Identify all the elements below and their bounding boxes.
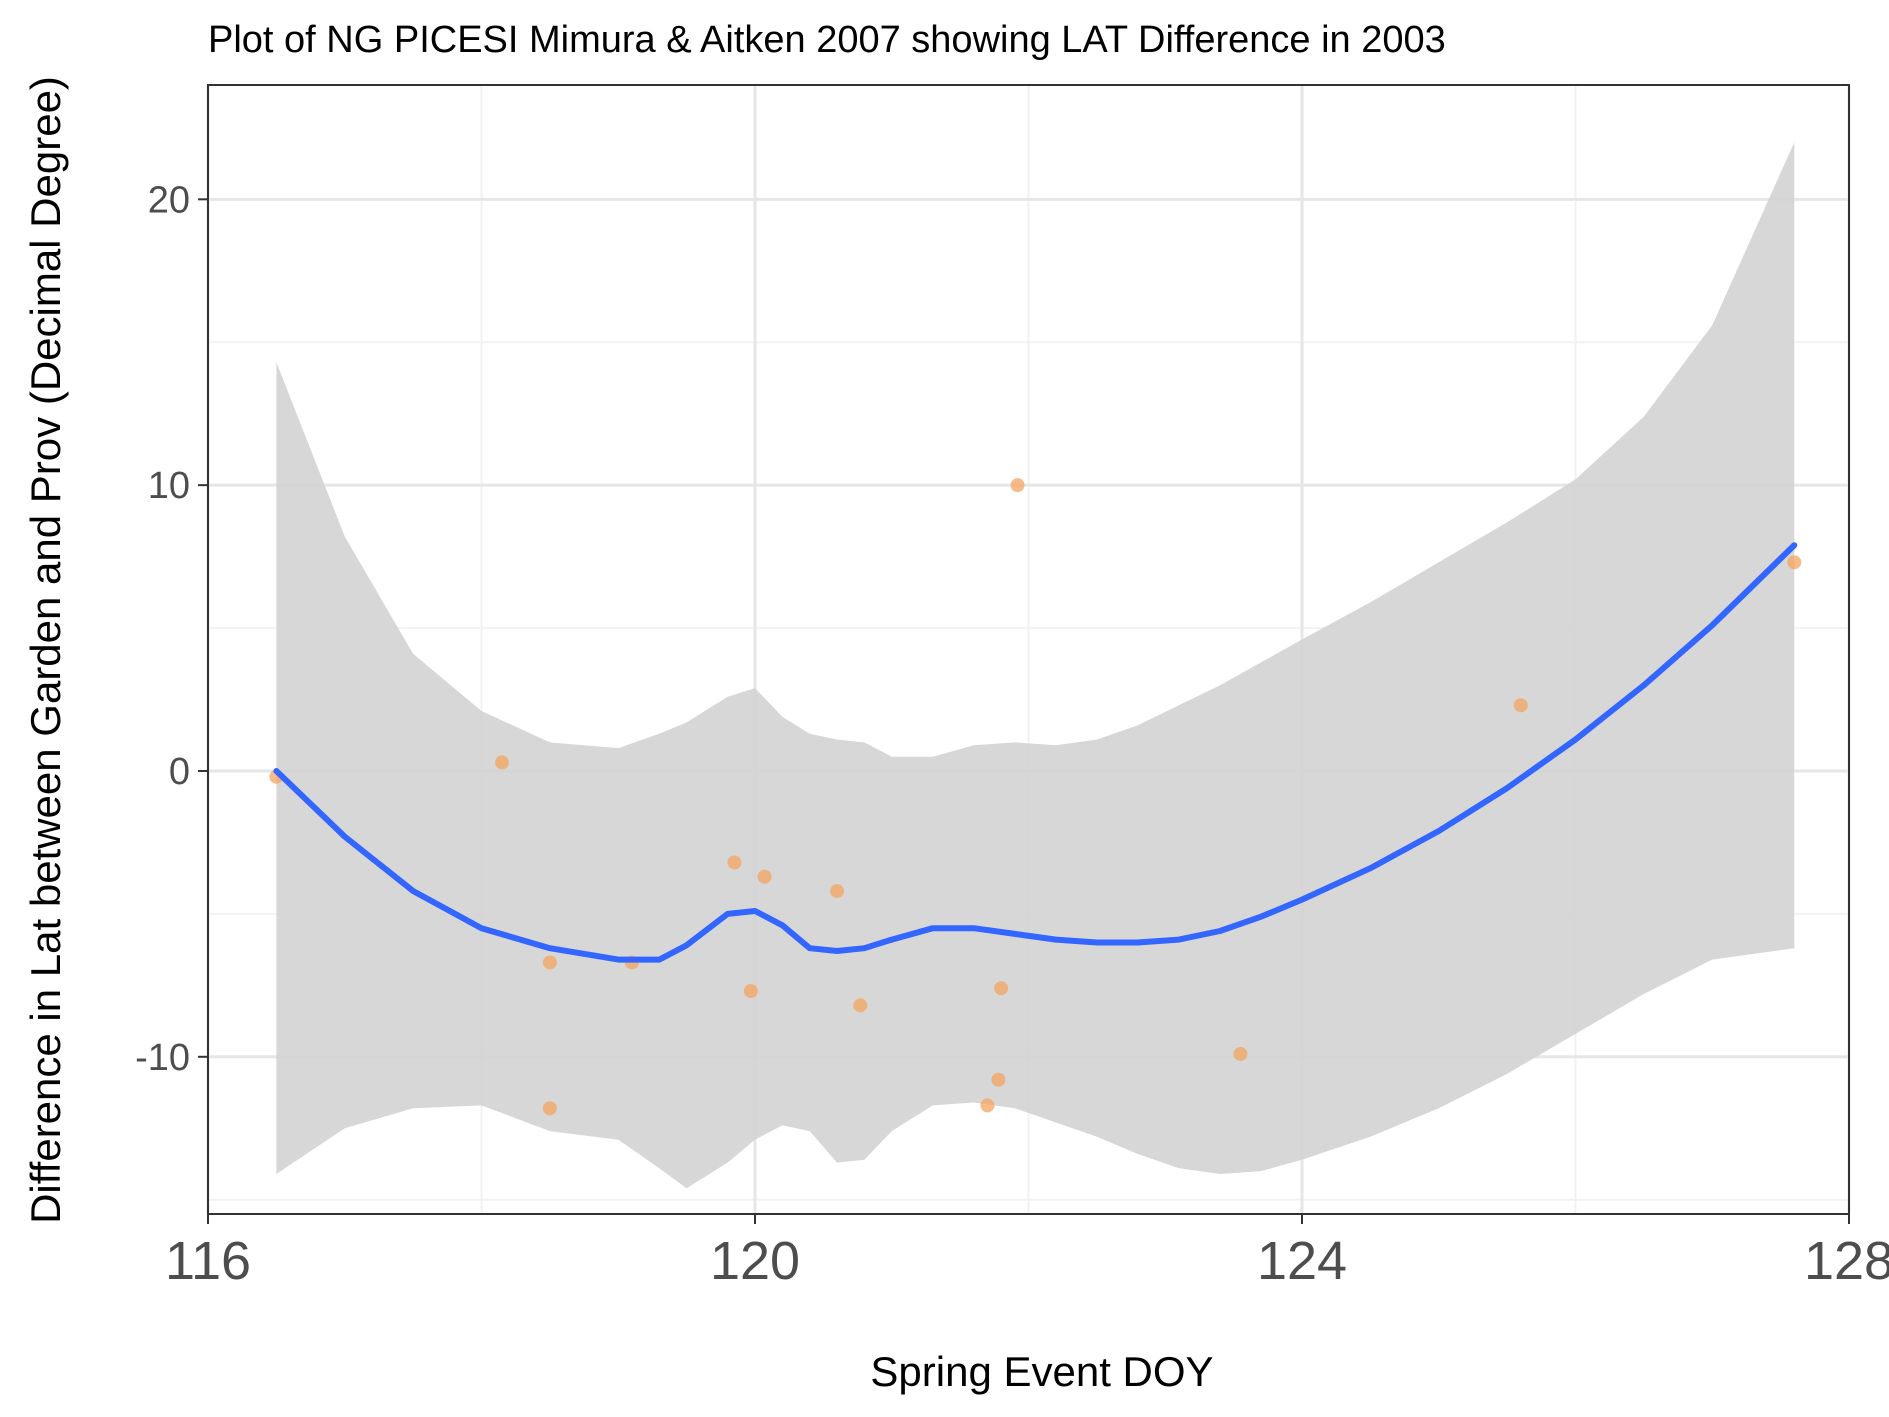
data-point xyxy=(542,1101,557,1116)
y-tick-label: -10 xyxy=(135,1037,190,1079)
data-point xyxy=(743,984,758,999)
data-point xyxy=(830,884,845,899)
x-tick-label: 120 xyxy=(710,1231,800,1291)
y-tick-label: 20 xyxy=(148,179,190,221)
data-point xyxy=(980,1098,995,1113)
y-axis-title: Difference in Lat between Garden and Pro… xyxy=(22,76,69,1224)
data-point xyxy=(757,869,772,884)
data-point xyxy=(1787,555,1802,570)
chart-title: Plot of NG PICESI Mimura & Aitken 2007 s… xyxy=(208,19,1446,61)
data-point xyxy=(495,755,510,770)
y-tick-label: 0 xyxy=(169,751,190,793)
x-tick-label: 116 xyxy=(165,1231,251,1291)
panel-border xyxy=(207,84,1850,1215)
smooth-line xyxy=(273,542,1798,963)
x-axis-title: Spring Event DOY xyxy=(870,1348,1213,1395)
data-point xyxy=(1513,698,1528,713)
data-point xyxy=(994,981,1009,996)
data-point xyxy=(1233,1046,1248,1061)
data-point xyxy=(991,1072,1006,1087)
smooth-line-layer xyxy=(273,542,1798,963)
y-tick-label: 10 xyxy=(148,465,190,507)
data-point xyxy=(727,855,742,870)
y-axis-ticks: -10 0 10 20 xyxy=(135,179,208,1079)
data-point xyxy=(542,955,557,970)
confidence-band xyxy=(276,142,1795,1189)
data-point xyxy=(853,998,868,1013)
confidence-band-layer xyxy=(276,142,1795,1189)
x-axis-ticks: 116 120 124 128 xyxy=(165,1214,1889,1291)
x-tick-label: 124 xyxy=(1257,1231,1347,1291)
data-point xyxy=(1010,478,1025,493)
x-tick-label: 128 xyxy=(1804,1231,1889,1291)
